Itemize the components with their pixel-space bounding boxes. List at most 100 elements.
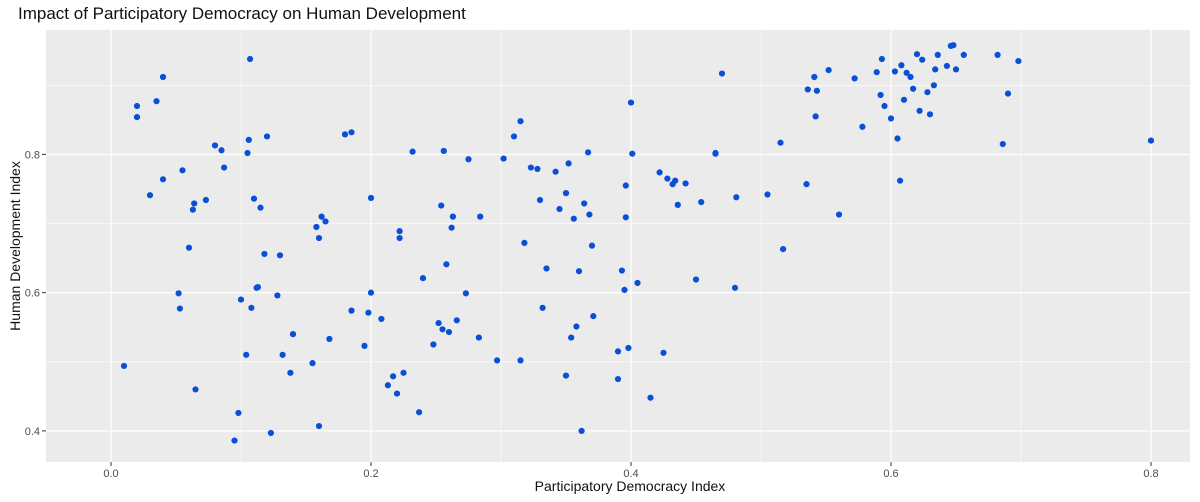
data-point xyxy=(146,192,154,199)
data-point xyxy=(622,182,629,189)
data-point xyxy=(825,66,832,74)
data-point xyxy=(682,180,689,187)
data-point xyxy=(462,290,469,297)
data-point xyxy=(510,133,518,140)
data-point xyxy=(133,102,141,110)
data-point xyxy=(877,91,884,99)
data-point xyxy=(581,200,588,207)
data-point xyxy=(263,133,271,140)
data-point xyxy=(244,149,251,157)
data-point xyxy=(247,55,254,63)
data-point xyxy=(692,276,700,283)
grid-minor-lines xyxy=(46,30,1190,462)
data-point xyxy=(245,136,252,144)
data-point xyxy=(1015,58,1022,65)
data-point xyxy=(443,261,450,268)
data-point xyxy=(919,56,926,63)
data-point xyxy=(621,286,628,293)
data-point xyxy=(622,214,629,221)
data-point xyxy=(578,427,585,434)
x-axis-label: Participatory Democracy Index xyxy=(534,478,726,494)
data-point xyxy=(475,334,482,341)
data-point xyxy=(674,201,681,208)
data-point xyxy=(237,296,245,303)
data-point xyxy=(185,244,193,251)
data-point xyxy=(543,265,550,272)
data-point xyxy=(465,156,472,163)
data-point xyxy=(913,51,921,58)
data-point xyxy=(400,369,407,376)
data-point xyxy=(378,315,385,323)
data-point xyxy=(396,228,403,235)
data-point xyxy=(943,62,951,70)
x-tick-label: 0.0 xyxy=(103,468,118,480)
data-point xyxy=(656,169,663,176)
data-point xyxy=(390,373,397,380)
data-point xyxy=(733,194,740,201)
data-point xyxy=(590,313,597,320)
data-point xyxy=(932,66,939,73)
data-point xyxy=(243,351,250,358)
data-point xyxy=(851,75,858,82)
data-point xyxy=(898,62,905,69)
data-point xyxy=(439,326,446,333)
data-point xyxy=(315,234,323,242)
data-point xyxy=(176,305,183,312)
data-point xyxy=(211,142,219,149)
data-point xyxy=(712,149,719,157)
data-point xyxy=(257,204,264,211)
data-point xyxy=(586,211,593,218)
data-point xyxy=(274,292,281,299)
y-axis-ticks: 0.4 0.6 0.8 xyxy=(25,149,46,438)
data-point xyxy=(950,42,957,49)
data-point xyxy=(777,139,784,146)
data-point xyxy=(780,246,787,253)
data-point xyxy=(647,394,654,401)
data-point xyxy=(235,409,242,417)
data-points xyxy=(120,42,1155,444)
data-point xyxy=(614,375,622,383)
data-point xyxy=(552,168,559,175)
data-point xyxy=(903,69,910,76)
data-point xyxy=(153,98,160,105)
data-point xyxy=(494,357,501,364)
data-point xyxy=(133,113,141,121)
data-point xyxy=(570,215,577,222)
data-point xyxy=(419,275,427,282)
data-point xyxy=(221,164,228,171)
data-point xyxy=(341,131,349,138)
data-point xyxy=(453,317,460,324)
data-point xyxy=(562,372,570,379)
data-point xyxy=(231,437,238,444)
data-point xyxy=(634,279,641,287)
data-point xyxy=(618,267,626,274)
data-point xyxy=(573,323,580,330)
data-point xyxy=(926,111,934,118)
data-point xyxy=(521,239,528,246)
data-point xyxy=(878,55,886,63)
data-point xyxy=(438,202,445,209)
data-point xyxy=(625,344,632,352)
data-point xyxy=(873,69,880,76)
data-point xyxy=(435,319,442,327)
data-point xyxy=(916,107,923,114)
data-point xyxy=(159,176,167,183)
data-point xyxy=(859,123,866,130)
data-point xyxy=(536,196,544,204)
data-point xyxy=(477,213,484,220)
x-tick-label: 0.4 xyxy=(623,468,638,480)
data-point xyxy=(894,135,901,142)
data-point xyxy=(254,284,261,291)
data-point xyxy=(835,211,843,218)
data-point xyxy=(322,218,329,225)
data-point xyxy=(348,307,355,314)
data-point xyxy=(539,304,546,311)
data-point xyxy=(534,165,541,173)
data-point xyxy=(159,73,167,81)
data-point xyxy=(897,177,904,184)
data-point xyxy=(179,167,186,174)
data-point xyxy=(960,51,967,58)
data-point xyxy=(731,284,739,291)
data-point xyxy=(348,129,355,136)
